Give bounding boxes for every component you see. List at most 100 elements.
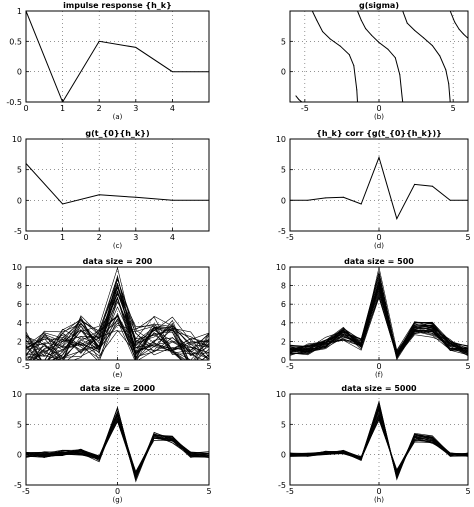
ensemble-line: [290, 417, 468, 471]
y-tick-label: -5: [14, 227, 22, 236]
panel-d: -5 0 5 -5 0 5 10 {h_k} corr {g(t_{0}{h_k})} (d): [276, 129, 471, 250]
data-point: [399, 74, 401, 76]
x-tick-label: 0: [115, 487, 120, 496]
ensemble-line: [26, 318, 209, 360]
data-point: [414, 29, 416, 31]
y-tick-label: 6: [17, 300, 22, 309]
panel-f-plot-area: [290, 267, 468, 360]
y-tick-label: -5: [14, 481, 22, 490]
data-point: [342, 196, 344, 198]
axes-frame: [25, 138, 210, 232]
panel-label: (e): [113, 371, 123, 379]
panel-label: (g): [113, 496, 123, 504]
data-point: [325, 197, 327, 199]
x-tick-label: -5: [22, 487, 30, 496]
ensemble-line: [26, 306, 209, 360]
ensemble-line: [26, 292, 209, 360]
data-point: [360, 203, 362, 205]
chart-title: data size = 2000: [80, 384, 156, 393]
data-point: [463, 33, 465, 35]
ensemble-line: [56, 276, 209, 360]
ensemble-line: [33, 278, 209, 360]
ensemble-line: [28, 283, 209, 360]
y-tick-label: 0.5: [9, 37, 22, 46]
y-tick-label: 10: [12, 263, 22, 272]
panel-label: (a): [113, 113, 123, 121]
series-line: [295, 95, 313, 102]
chart-title: g(sigma): [359, 1, 399, 10]
data-point: [448, 83, 450, 85]
data-point: [431, 185, 433, 187]
data-point: [458, 28, 460, 30]
series-line: [290, 155, 468, 221]
ensemble-line: [290, 413, 468, 474]
y-tick-label: -5: [278, 227, 286, 236]
y-tick-label: 6: [281, 300, 286, 309]
panel-b: -5 0 5 0 5 g(sigma) (b): [281, 1, 469, 121]
data-point: [135, 46, 137, 48]
data-point: [316, 19, 318, 21]
panel-c-plot-area: [26, 163, 209, 205]
axes-frame: [289, 10, 469, 103]
series-line: [311, 11, 358, 102]
data-point: [401, 95, 403, 97]
x-tick-label: 0: [376, 362, 381, 371]
series-line: [26, 11, 209, 102]
data-point: [360, 19, 362, 21]
panel-label: (b): [374, 113, 384, 121]
data-point: [329, 38, 331, 40]
y-tick-label: 5: [281, 37, 286, 46]
y-tick-label: 0: [281, 356, 286, 365]
panel-h: -5 0 5 -5 0 5 10 data size = 5000 (h): [276, 384, 471, 504]
data-point: [348, 54, 350, 56]
ensemble-line: [26, 413, 209, 476]
y-tick-label: 1: [17, 7, 22, 16]
data-point: [171, 199, 173, 201]
x-tick-label: 0: [376, 487, 381, 496]
ensemble-line: [26, 407, 209, 480]
ensemble-line: [44, 318, 182, 360]
data-point: [378, 42, 380, 44]
x-tick-label: 2: [97, 233, 102, 242]
ensemble-line: [26, 286, 209, 358]
data-point: [454, 21, 456, 23]
data-point: [353, 65, 355, 67]
panel-g: -5 0 5 -5 0 5 10 data size = 2000 (g): [12, 384, 212, 504]
chart-title: {h_k} corr {g(t_{0}{h_k})}: [316, 129, 442, 138]
ensemble-line: [290, 405, 468, 479]
chart-title: data size = 500: [344, 257, 414, 266]
x-tick-label: 4: [170, 233, 175, 242]
ensemble-line: [290, 280, 468, 355]
x-tick-label: 1: [60, 104, 65, 113]
x-tick-label: 0: [376, 104, 381, 113]
x-tick-label: 5: [465, 233, 470, 242]
panel-h-plot-area: [290, 400, 468, 481]
chart-title: data size = 5000: [341, 384, 417, 393]
data-point: [307, 199, 309, 201]
series-line: [357, 11, 404, 102]
y-tick-label: 2: [281, 337, 286, 346]
data-point: [339, 45, 341, 47]
series-line: [26, 163, 209, 205]
x-tick-label: 3: [133, 233, 138, 242]
panel-label: (d): [374, 242, 384, 250]
y-tick-label: 5: [281, 420, 286, 429]
x-tick-label: -5: [286, 487, 294, 496]
data-point: [356, 89, 358, 91]
x-tick-label: 5: [465, 362, 470, 371]
y-tick-label: 10: [276, 263, 286, 272]
data-point: [414, 183, 416, 185]
y-tick-label: 0: [17, 68, 22, 77]
data-point: [431, 45, 433, 47]
data-point: [298, 99, 300, 101]
x-tick-label: 0: [23, 104, 28, 113]
x-tick-label: 5: [206, 362, 211, 371]
x-tick-label: 0: [23, 233, 28, 242]
y-tick-label: 0: [281, 451, 286, 460]
data-point: [449, 199, 451, 201]
panel-label: (f): [375, 371, 383, 379]
ensemble-line: [26, 312, 209, 360]
data-point: [295, 95, 297, 97]
